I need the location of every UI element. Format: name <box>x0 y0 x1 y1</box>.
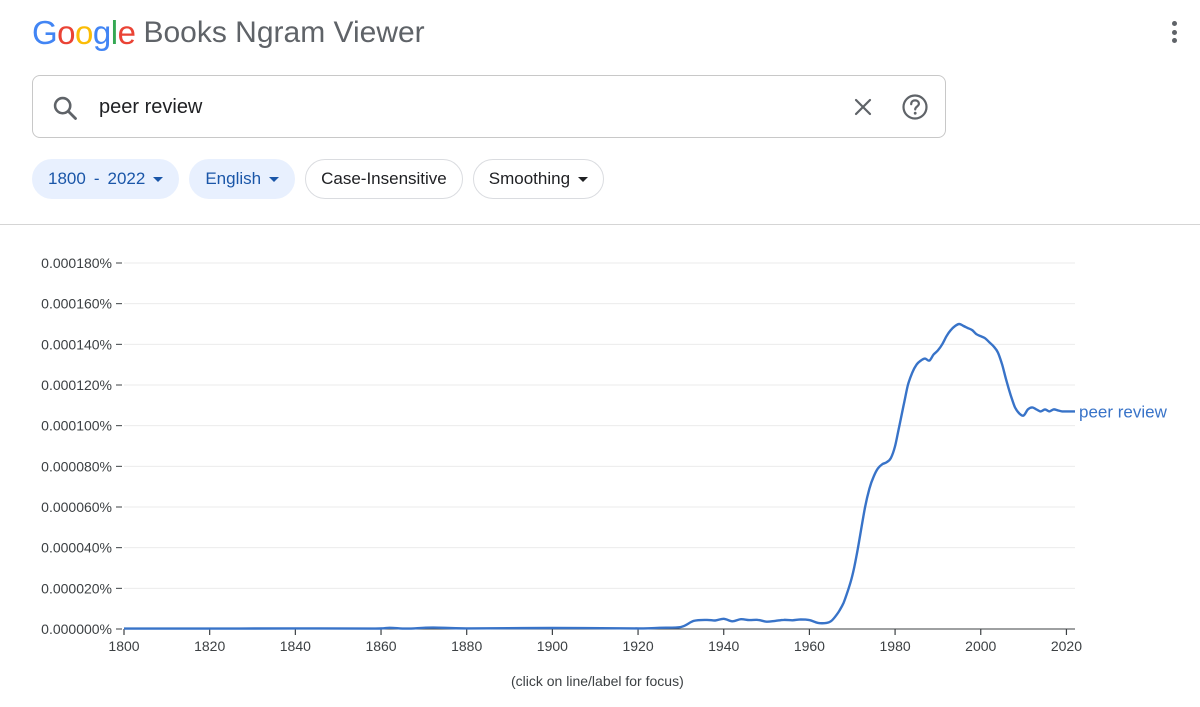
google-logo[interactable]: Google <box>32 14 136 51</box>
series-line-peer-review[interactable] <box>124 322 1075 630</box>
x-tick-label: 1980 <box>880 638 911 654</box>
help-icon[interactable] <box>899 91 931 123</box>
search-box <box>32 75 946 138</box>
case-insensitive-chip[interactable]: Case-Insensitive <box>305 159 463 199</box>
divider <box>0 224 1200 225</box>
y-tick-label: 0.000120% <box>41 377 112 393</box>
x-tick-label: 1800 <box>108 638 139 654</box>
search-input[interactable] <box>99 90 819 124</box>
x-tick-label: 2000 <box>965 638 996 654</box>
case-label: Case-Insensitive <box>321 169 447 188</box>
more-options-icon[interactable] <box>1168 18 1180 46</box>
x-tick-label: 2020 <box>1051 638 1082 654</box>
x-tick-label: 1960 <box>794 638 825 654</box>
y-tick-label: 0.000040% <box>41 540 112 556</box>
y-tick-label: 0.000140% <box>41 336 112 352</box>
y-tick-label: 0.000020% <box>41 580 112 596</box>
chevron-down-icon <box>578 176 589 182</box>
corpus-label: English <box>205 169 262 188</box>
x-tick-label: 1900 <box>537 638 568 654</box>
y-tick-label: 0.000160% <box>41 296 112 312</box>
chevron-down-icon <box>269 176 280 182</box>
filter-chips: 1800 - 2022 English Case-Insensitive Smo… <box>32 159 605 199</box>
corpus-chip[interactable]: English <box>189 159 296 199</box>
year-range-chip[interactable]: 1800 - 2022 <box>32 159 180 199</box>
page-header: Google Books Ngram Viewer <box>32 12 425 54</box>
smoothing-label: Smoothing <box>488 169 571 188</box>
year-start: 1800 <box>48 169 86 188</box>
y-tick-label: 0.000180% <box>41 255 112 271</box>
y-tick-label: 0.000100% <box>41 418 112 434</box>
x-tick-label: 1880 <box>451 638 482 654</box>
series-label-peer-review[interactable]: peer review <box>1079 402 1168 421</box>
y-tick-label: 0.000060% <box>41 499 112 515</box>
x-tick-label: 1920 <box>622 638 653 654</box>
smoothing-chip[interactable]: Smoothing <box>472 159 605 199</box>
ngram-chart: 0.000000% 0.000020% 0.000040% 0.000060% 0.00… <box>41 255 1168 654</box>
chevron-down-icon <box>153 176 164 182</box>
product-title: Books Ngram Viewer <box>143 16 425 49</box>
y-tick-label: 0.000080% <box>41 458 112 474</box>
x-tick-label: 1820 <box>194 638 225 654</box>
x-tick-label: 1940 <box>708 638 739 654</box>
x-tick-label: 1840 <box>280 638 311 654</box>
y-tick-label: 0.000000% <box>41 621 112 637</box>
close-icon[interactable] <box>847 91 879 123</box>
year-end: 2022 <box>107 169 146 188</box>
search-icon[interactable] <box>51 94 79 122</box>
x-tick-label: 1860 <box>365 638 396 654</box>
